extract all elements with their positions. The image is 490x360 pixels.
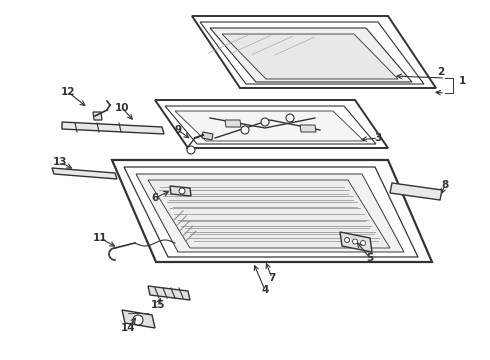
Polygon shape: [340, 232, 372, 252]
Polygon shape: [155, 100, 388, 148]
Text: 1: 1: [459, 76, 466, 86]
Text: 8: 8: [441, 180, 449, 190]
Text: 3: 3: [374, 133, 382, 143]
Text: 4: 4: [261, 285, 269, 295]
Polygon shape: [210, 28, 412, 82]
Text: 7: 7: [269, 273, 276, 283]
Polygon shape: [165, 106, 376, 144]
Text: 11: 11: [93, 233, 107, 243]
Text: 6: 6: [151, 193, 159, 203]
Polygon shape: [300, 125, 316, 132]
Text: 5: 5: [367, 253, 373, 263]
Polygon shape: [202, 132, 213, 140]
Polygon shape: [136, 174, 404, 252]
Circle shape: [344, 238, 349, 243]
Polygon shape: [124, 167, 418, 257]
Polygon shape: [62, 122, 164, 134]
Polygon shape: [225, 120, 241, 127]
Polygon shape: [148, 286, 190, 300]
Polygon shape: [112, 160, 432, 262]
Polygon shape: [52, 168, 117, 179]
Circle shape: [241, 126, 249, 134]
Circle shape: [187, 146, 195, 154]
Polygon shape: [93, 112, 102, 120]
Polygon shape: [148, 180, 390, 248]
Polygon shape: [175, 111, 364, 141]
Circle shape: [179, 188, 185, 194]
Polygon shape: [170, 186, 191, 196]
Polygon shape: [192, 16, 436, 88]
Circle shape: [133, 315, 143, 325]
Text: 12: 12: [61, 87, 75, 97]
Circle shape: [352, 239, 358, 244]
Polygon shape: [200, 22, 424, 84]
Text: 15: 15: [151, 300, 165, 310]
Polygon shape: [390, 183, 442, 200]
Text: 13: 13: [53, 157, 67, 167]
Text: 14: 14: [121, 323, 135, 333]
Circle shape: [361, 240, 366, 246]
Text: 9: 9: [174, 125, 182, 135]
Circle shape: [286, 114, 294, 122]
Polygon shape: [122, 310, 155, 328]
Circle shape: [261, 118, 269, 126]
Polygon shape: [222, 34, 398, 79]
Text: 10: 10: [115, 103, 129, 113]
Text: 2: 2: [438, 67, 444, 77]
